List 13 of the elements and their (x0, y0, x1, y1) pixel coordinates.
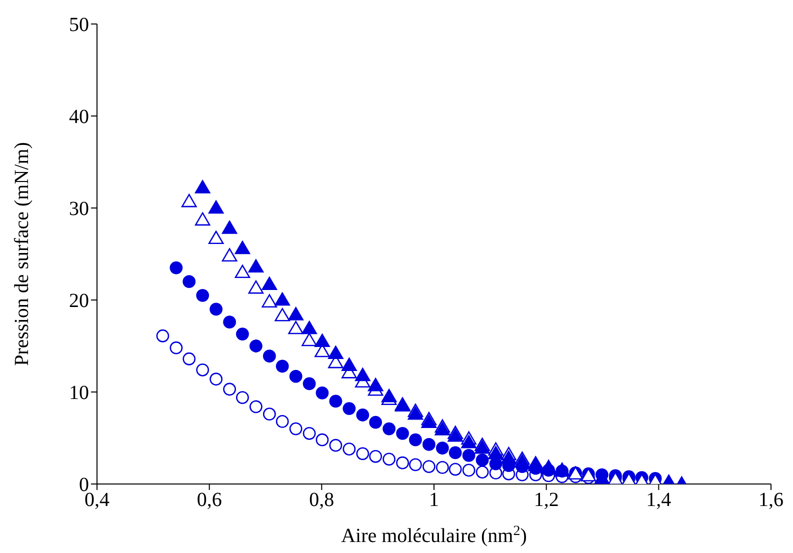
y-axis-title: Pression de surface (mN/m) (11, 142, 33, 366)
y-tick-label: 20 (69, 290, 89, 312)
x-tick-label: 1,4 (646, 489, 672, 512)
y-tick-label: 40 (69, 106, 89, 128)
y-tick-label: 50 (69, 14, 89, 36)
x-tick-label: 0,6 (196, 489, 222, 512)
x-tick-label: 1,6 (758, 489, 784, 512)
x-tick-label: 0,8 (309, 489, 334, 512)
x-tick-label: 1 (429, 489, 439, 512)
x-tick-label: 1,2 (534, 489, 559, 512)
y-tick-label: 10 (69, 382, 89, 404)
y-tick-label: 30 (69, 198, 89, 220)
x-axis-title: Aire moléculaire (nm$^{2}$) (341, 524, 527, 547)
